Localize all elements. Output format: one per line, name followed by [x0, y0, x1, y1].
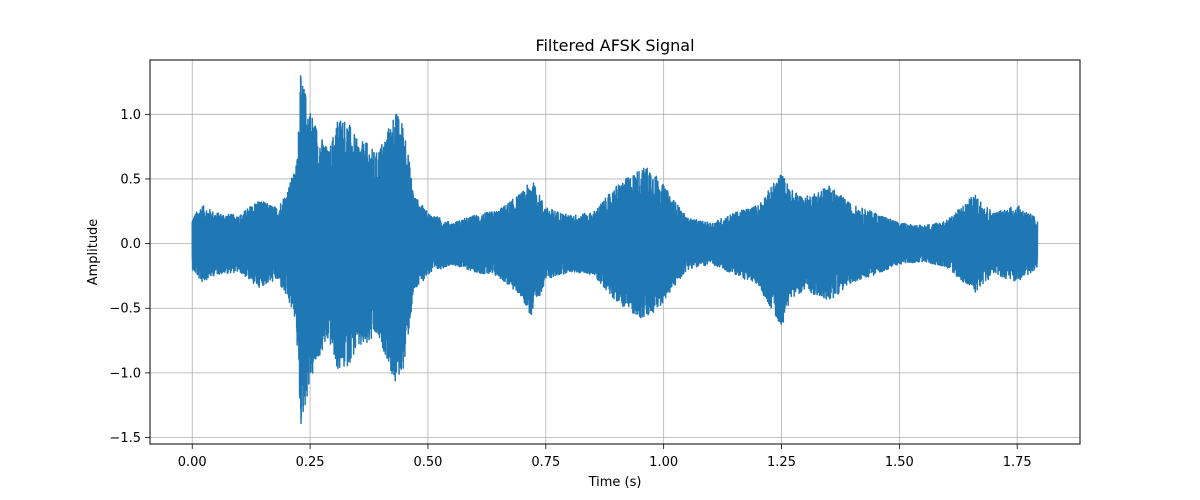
plot-area-frame [149, 59, 1081, 445]
signal-line [191, 75, 1039, 425]
y-axis-label: Amplitude [86, 219, 101, 286]
y-axis-ticks: −1.5 −1.0 −0.5 0.0 0.5 1.0 [109, 108, 150, 446]
y-tick-label: −1.5 [109, 431, 141, 446]
y-tick-label: −1.0 [109, 366, 141, 381]
x-axis-ticks: 0.00 0.25 0.50 0.75 1.00 1.25 1.50 1.75 [178, 444, 1032, 470]
x-tick-label: 1.75 [1003, 455, 1032, 470]
signal-layer [191, 75, 1039, 425]
x-tick-label: 1.50 [885, 455, 914, 470]
x-axis-label: Time (s) [588, 475, 642, 490]
x-tick-label: 0.00 [178, 455, 207, 470]
x-tick-label: 0.50 [413, 455, 442, 470]
x-tick-label: 1.00 [649, 455, 678, 470]
x-tick-label: 1.25 [767, 455, 796, 470]
x-tick-label: 0.25 [296, 455, 325, 470]
x-tick-label: 0.75 [531, 455, 560, 470]
y-tick-label: 0.5 [120, 172, 141, 187]
y-tick-label: 1.0 [120, 108, 141, 123]
chart-title: Filtered AFSK Signal [535, 36, 694, 55]
y-tick-label: 0.0 [120, 237, 141, 252]
y-tick-label: −0.5 [109, 302, 141, 317]
